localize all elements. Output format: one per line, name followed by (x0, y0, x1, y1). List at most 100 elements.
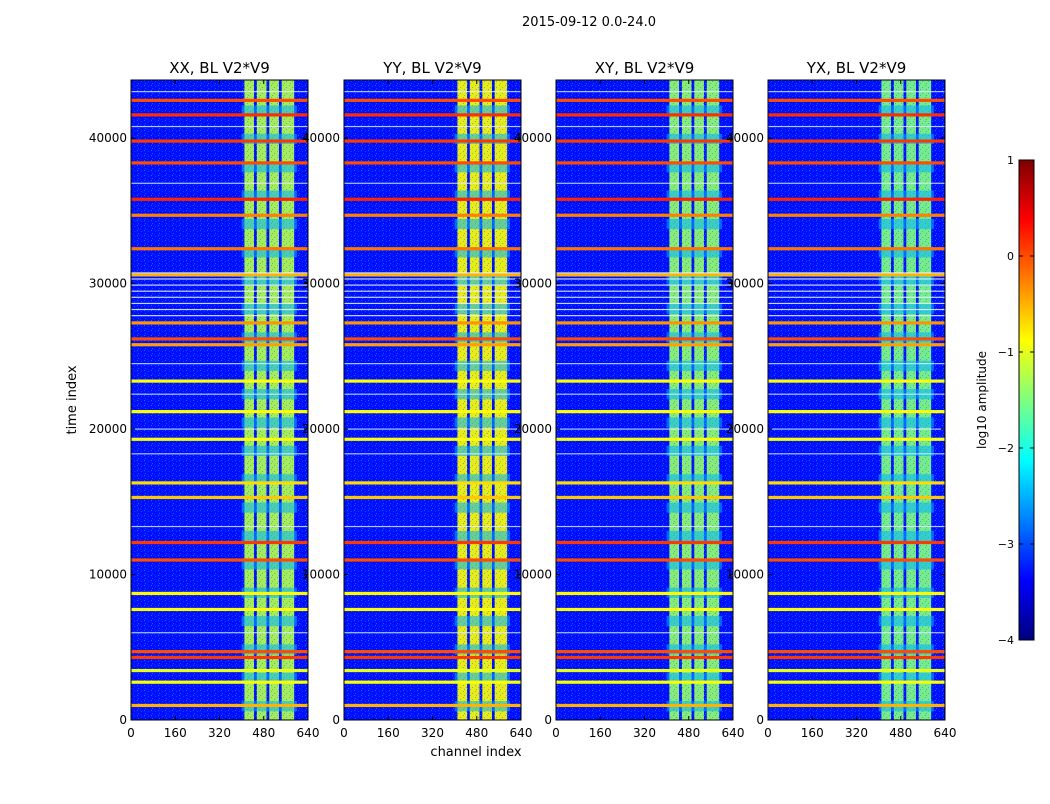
band-gap (878, 672, 934, 683)
flagged-row (131, 680, 308, 684)
band-gap (454, 616, 510, 627)
flagged-row (344, 481, 521, 485)
band-gap (878, 445, 934, 456)
flagged-row (768, 650, 945, 654)
y-tick-label: 30000 (89, 277, 127, 291)
flagged-row (131, 161, 308, 165)
row-line (344, 453, 521, 455)
band-gap (454, 474, 510, 485)
panel-1: YY, BL V2*V9 0 160 320 480 640 0 10000 20000 3000… (302, 59, 533, 740)
flagged-row (344, 343, 521, 347)
band-texture-2 (694, 80, 704, 720)
flagged-row (768, 337, 945, 341)
band-gap (878, 105, 934, 116)
figure-suptitle: 2015-09-12 0.0-24.0 (522, 15, 656, 30)
panel-3: YX, BL V2*V9 0 160 320 480 640 0 10000 20000 3000… (726, 59, 957, 740)
row-line (768, 182, 945, 184)
x-tick-label: 0 (340, 726, 348, 740)
x-tick-label: 320 (421, 726, 444, 740)
x-tick-label: 320 (845, 726, 868, 740)
flagged-row (131, 410, 308, 414)
y-tick-label: 10000 (514, 568, 552, 582)
row-line (768, 393, 945, 395)
row-line (344, 125, 521, 128)
band-texture-0 (457, 80, 468, 720)
flagged-row (556, 607, 733, 612)
row-line (131, 428, 308, 430)
row-line (131, 315, 308, 317)
flagged-row (131, 481, 308, 485)
row-line (344, 272, 521, 274)
flagged-row (131, 668, 308, 673)
flagged-row (556, 558, 733, 562)
band-gap (666, 275, 722, 286)
row-line (131, 284, 308, 286)
band-gap (878, 644, 934, 655)
flagged-row (344, 540, 521, 545)
flagged-row (344, 197, 521, 201)
x-tick-label: 0 (764, 726, 772, 740)
band-gap (454, 275, 510, 286)
flagged-row (768, 481, 945, 485)
flagged-row (768, 213, 945, 217)
flagged-row (556, 337, 733, 341)
row-line (768, 632, 945, 634)
row-line (344, 91, 521, 93)
flagged-row (344, 98, 521, 102)
row-line (768, 453, 945, 455)
flagged-row (131, 650, 308, 654)
row-line (556, 363, 733, 365)
flagged-row (556, 540, 733, 545)
flagged-row (556, 703, 733, 708)
band-gap (454, 672, 510, 683)
band-gap (666, 190, 722, 201)
x-tick-label: 320 (208, 726, 231, 740)
y-tick-label: 10000 (302, 568, 340, 582)
flagged-row (131, 197, 308, 201)
flagged-row (131, 379, 308, 383)
panel-0: XX, BL V2*V9 0 160 320 480 640 0 10000 20000 3000… (89, 59, 320, 740)
row-line (344, 290, 521, 292)
flagged-row (556, 161, 733, 165)
band-gap (666, 616, 722, 627)
flagged-row (556, 495, 733, 500)
row-line (768, 302, 945, 305)
band-gap (666, 218, 722, 230)
flagged-row (344, 337, 521, 341)
row-line (556, 125, 733, 128)
flagged-row (131, 98, 308, 102)
row-line (131, 393, 308, 395)
flagged-row (344, 410, 521, 414)
flagged-row (344, 495, 521, 500)
x-tick-label: 640 (722, 726, 745, 740)
band-gap (241, 559, 297, 570)
x-tick-label: 160 (164, 726, 187, 740)
row-line (556, 393, 733, 395)
panels: XX, BL V2*V9 0 160 320 480 640 0 10000 20000 3000… (89, 59, 957, 740)
x-axis-label: channel index (430, 745, 521, 760)
flagged-row (768, 161, 945, 165)
flagged-row (556, 655, 733, 660)
flagged-row (556, 343, 733, 347)
flagged-row (556, 410, 733, 414)
colorbar-tick-label: −4 (998, 634, 1014, 647)
flagged-row (556, 379, 733, 383)
row-line (131, 308, 308, 311)
row-line (344, 182, 521, 184)
row-line (556, 284, 733, 286)
row-line (131, 525, 308, 528)
panel-image (344, 80, 521, 720)
x-tick-label: 640 (297, 726, 320, 740)
band-gap (666, 530, 722, 542)
flagged-row (344, 379, 521, 383)
row-line (344, 363, 521, 365)
row-line (344, 393, 521, 395)
panel-image (131, 80, 308, 720)
band-gap (878, 474, 934, 485)
band-gap (241, 247, 297, 258)
row-line (131, 363, 308, 365)
flagged-row (344, 161, 521, 165)
band-gap (666, 502, 722, 513)
row-line (344, 278, 521, 280)
row-line (131, 125, 308, 128)
